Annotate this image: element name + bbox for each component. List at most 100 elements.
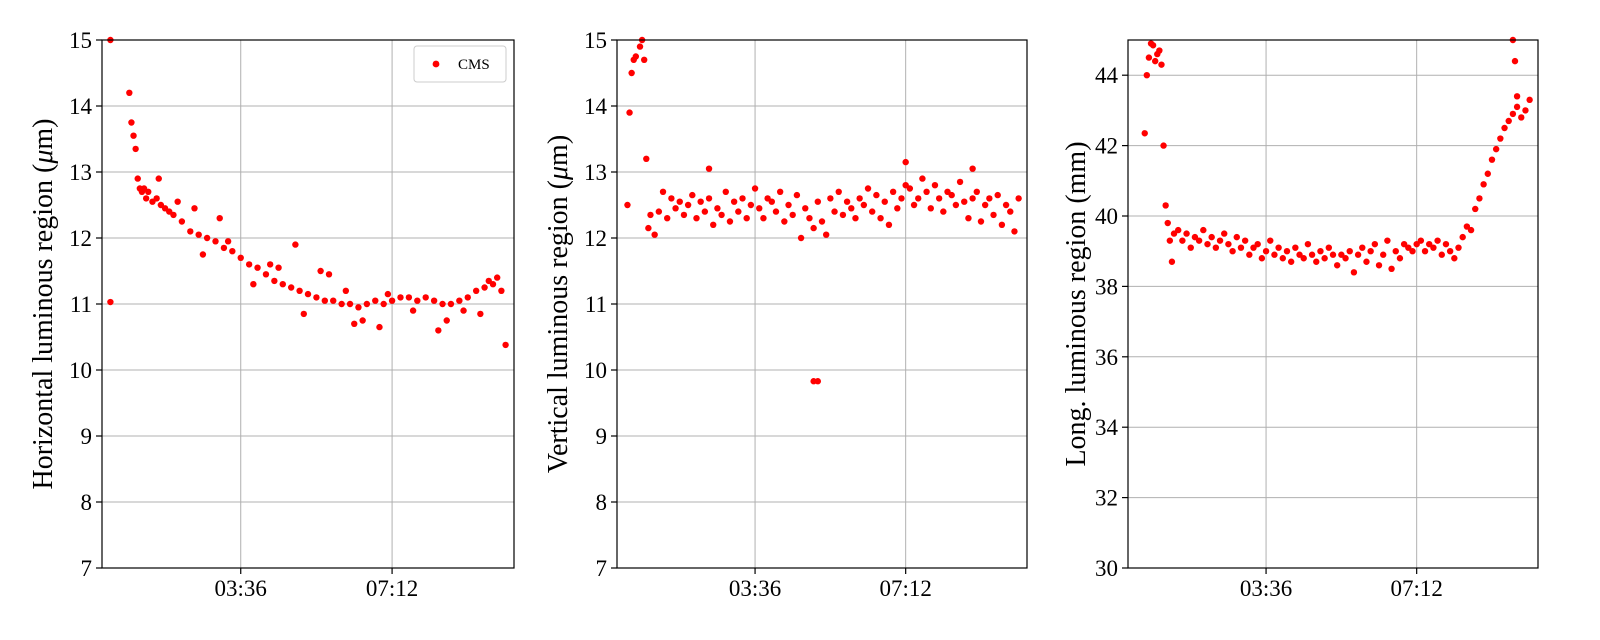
data-point — [1354, 251, 1362, 258]
data-point — [388, 297, 396, 304]
data-point — [422, 294, 429, 301]
data-point — [1151, 57, 1159, 65]
data-point — [199, 251, 207, 258]
data-point — [1015, 195, 1022, 202]
data-point — [155, 175, 162, 182]
data-point — [1170, 230, 1178, 237]
data-point — [1333, 262, 1341, 269]
data-point — [969, 165, 976, 172]
data-point — [460, 307, 467, 314]
data-point — [676, 198, 683, 205]
data-point — [485, 277, 492, 285]
data-point — [271, 277, 278, 285]
data-point — [1446, 248, 1454, 255]
data-point — [191, 205, 198, 212]
y-tick-label: 14 — [584, 94, 608, 119]
data-point — [498, 287, 505, 294]
data-point — [1279, 255, 1286, 262]
data-point — [1168, 258, 1176, 265]
data-point — [1325, 244, 1333, 251]
data-point — [1513, 93, 1521, 100]
data-point — [300, 310, 307, 318]
data-point — [839, 211, 847, 219]
data-point — [502, 341, 509, 349]
data-point — [1179, 237, 1186, 244]
data-point — [1421, 248, 1429, 255]
data-point — [1497, 135, 1504, 142]
data-point — [948, 191, 955, 199]
data-point — [1400, 240, 1408, 248]
data-point — [1484, 170, 1491, 177]
x-tick-label: 07:12 — [879, 576, 931, 601]
data-point — [1518, 114, 1525, 121]
data-point — [1007, 208, 1014, 215]
data-point — [1338, 251, 1345, 258]
data-point — [1317, 248, 1324, 255]
data-point — [981, 201, 989, 209]
data-point — [1208, 233, 1215, 241]
data-point — [714, 205, 721, 212]
data-point — [722, 188, 729, 195]
legend: CMS — [413, 45, 507, 83]
data-point — [170, 211, 177, 219]
chart-panel-3: 30 32 34 36 38 40 42 44 03:36 07:12 Long. luminous… — [1061, 36, 1539, 601]
data-point — [760, 215, 767, 222]
data-point — [355, 304, 362, 311]
data-point — [1195, 237, 1203, 244]
data-point — [659, 188, 667, 195]
data-point — [464, 294, 471, 301]
data-point — [107, 298, 114, 306]
data-point — [835, 188, 842, 195]
data-point — [1162, 202, 1169, 209]
data-point — [1467, 226, 1475, 234]
data-point — [1258, 255, 1266, 262]
y-tick-label: 13 — [69, 160, 92, 185]
data-point — [1275, 244, 1282, 251]
data-point — [693, 215, 700, 222]
data-point — [1141, 130, 1148, 137]
data-point — [856, 195, 863, 202]
data-point — [1212, 244, 1220, 251]
data-point — [1204, 240, 1211, 248]
data-point — [902, 158, 909, 166]
data-point — [351, 320, 358, 327]
data-point — [1241, 237, 1249, 244]
data-point — [881, 198, 888, 205]
data-point — [1396, 255, 1404, 262]
data-point — [873, 191, 880, 199]
chart-panel-2: 7 8 9 10 11 12 13 14 15 03:36 07:12 Vertical lumino… — [543, 28, 1028, 601]
data-point — [923, 188, 930, 195]
data-point — [1463, 223, 1471, 230]
y-tick-label: 8 — [596, 490, 608, 515]
data-point — [645, 224, 652, 232]
data-point — [889, 188, 897, 195]
data-point — [1375, 262, 1383, 269]
data-point — [1187, 244, 1194, 251]
data-point — [931, 182, 939, 189]
y-tick-label: 40 — [1095, 204, 1118, 229]
data-point — [313, 294, 320, 301]
data-point — [439, 300, 446, 308]
data-point — [1246, 251, 1253, 258]
data-point — [359, 317, 366, 324]
data-point — [254, 264, 261, 271]
data-point — [640, 56, 648, 63]
data-point — [705, 165, 713, 172]
data-point — [810, 224, 817, 232]
legend-label: CMS — [458, 57, 490, 73]
data-point — [363, 300, 371, 308]
data-point — [1380, 251, 1387, 258]
data-point — [718, 211, 725, 219]
x-tick-label: 07:12 — [1390, 576, 1442, 601]
data-point — [797, 234, 805, 242]
data-point — [1509, 110, 1517, 118]
data-point — [664, 215, 671, 222]
y-axis-label: Horizontal luminous region (μm) — [28, 119, 59, 490]
data-point — [1426, 240, 1433, 248]
data-point — [237, 254, 244, 261]
plot-frame — [1127, 39, 1539, 569]
data-point — [768, 198, 775, 205]
data-point — [684, 201, 692, 209]
data-point — [647, 211, 654, 219]
